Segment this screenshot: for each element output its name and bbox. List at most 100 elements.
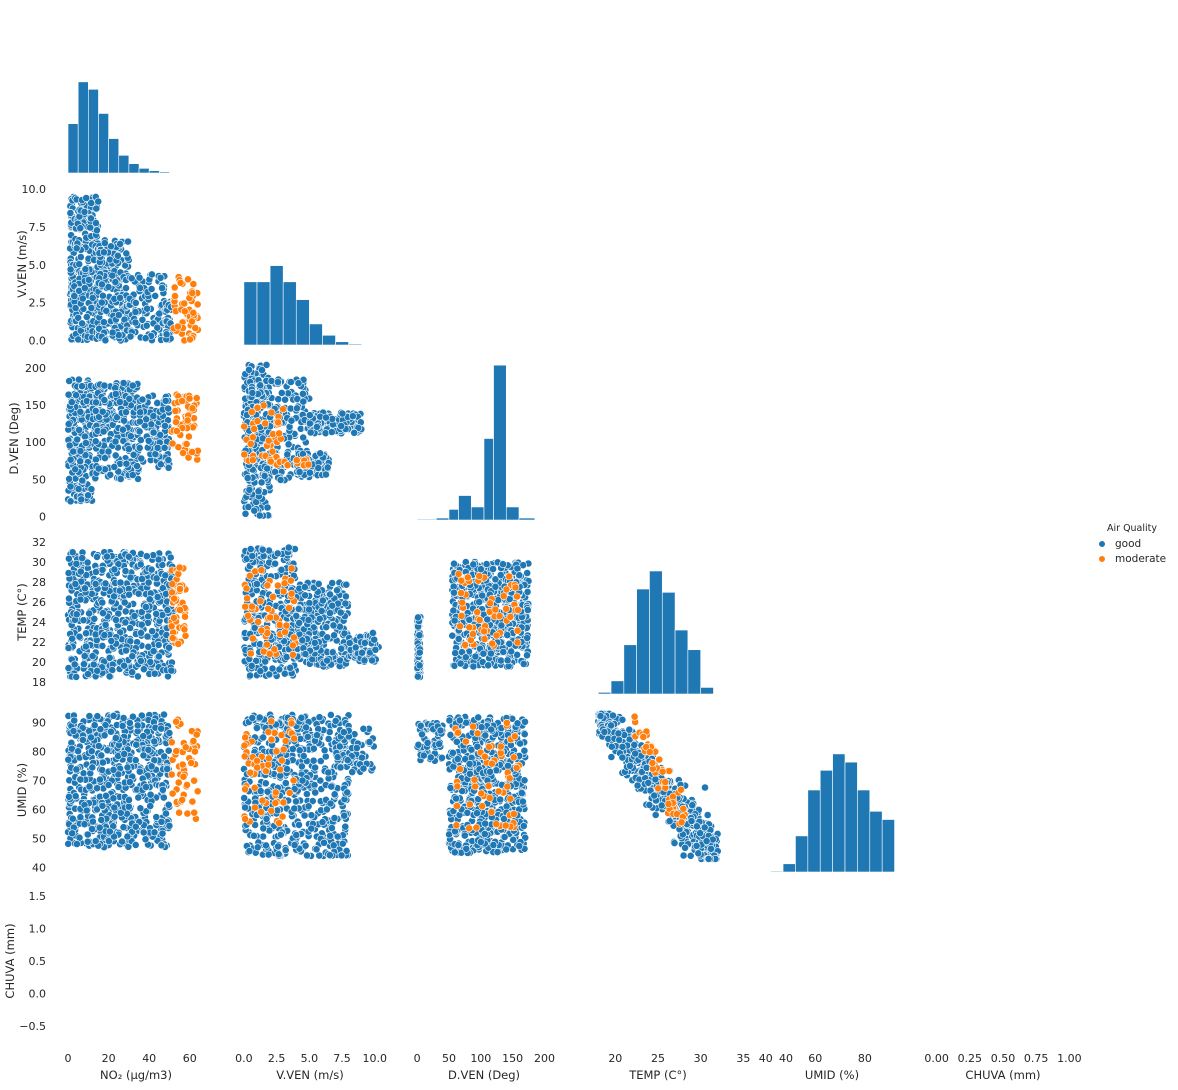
scatter-point-moderate	[172, 427, 181, 435]
scatter-point-good	[247, 661, 256, 670]
scatter-point-good	[68, 634, 77, 643]
scatter-point-good	[66, 455, 75, 464]
scatter-point-good	[157, 724, 166, 733]
scatter-point-good	[135, 273, 144, 282]
scatter-point-good	[92, 455, 100, 464]
scatter-point-good	[413, 672, 422, 681]
scatter-point-good	[415, 631, 424, 640]
scatter-point-good	[160, 710, 168, 719]
scatter-point-good	[328, 414, 337, 423]
scatter-point-moderate	[264, 604, 273, 613]
scatter-point-good	[298, 389, 307, 398]
scatter-point-good	[74, 335, 83, 344]
scatter-point-good	[72, 391, 80, 400]
scatter-point-moderate	[193, 300, 202, 309]
scatter-point-moderate	[248, 634, 257, 643]
histogram-bar	[483, 438, 494, 521]
scatter-point-good	[99, 758, 107, 767]
scatter-point-good	[345, 639, 354, 647]
scatter-point-good	[136, 560, 145, 569]
scatter-point-good	[327, 428, 336, 436]
scatter-point-moderate	[513, 592, 521, 601]
histogram-bar	[674, 629, 689, 695]
scatter-point-moderate	[513, 638, 522, 647]
scatter-point-moderate	[246, 439, 255, 448]
scatter-point-good	[256, 381, 265, 390]
scatter-point-moderate	[190, 808, 199, 817]
scatter-point-moderate	[286, 576, 295, 585]
scatter-point-good	[72, 610, 81, 619]
scatter-point-good	[65, 441, 74, 450]
scatter-point-good	[328, 579, 337, 587]
scatter-point-good	[274, 395, 283, 404]
scatter-point-good	[115, 586, 124, 595]
scatter-point-moderate	[240, 422, 249, 431]
scatter-point-moderate	[488, 639, 497, 648]
scatter-point-good	[298, 636, 307, 645]
scatter-point-good	[284, 543, 293, 552]
scatter-point-moderate	[475, 616, 484, 624]
scatter-point-moderate	[458, 598, 467, 607]
scatter-point-good	[131, 298, 140, 307]
scatter-point-good	[144, 745, 153, 754]
scatter-point-good	[144, 436, 153, 445]
scatter-point-moderate	[172, 747, 181, 755]
scatter-point-moderate	[180, 307, 189, 316]
scatter-point-good	[91, 437, 100, 446]
scatter-point-good	[147, 565, 156, 574]
scatter-point-good	[305, 419, 314, 428]
scatter-point-good	[483, 615, 492, 624]
scatter-point-good	[80, 660, 88, 669]
scatter-point-good	[164, 456, 173, 464]
scatter-point-moderate	[287, 564, 296, 573]
scatter-point-good	[88, 652, 97, 660]
scatter-point-good	[90, 721, 99, 730]
scatter-point-good	[314, 464, 323, 472]
scatter-point-good	[122, 646, 130, 655]
scatter-point-good	[96, 775, 104, 784]
scatter-point-good	[482, 560, 491, 568]
scatter-point-good	[123, 763, 132, 772]
scatter-point-good	[110, 462, 119, 471]
scatter-point-good	[136, 657, 145, 665]
scatter-point-good	[276, 475, 285, 484]
histogram-bar	[597, 692, 612, 695]
histogram-bar	[795, 835, 809, 873]
scatter-point-good	[162, 809, 170, 818]
scatter-point-good	[328, 648, 337, 657]
scatter-point-good	[141, 334, 150, 343]
scatter-point-moderate	[283, 461, 292, 470]
scatter-point-good	[487, 649, 495, 658]
scatter-point-moderate	[279, 587, 288, 596]
scatter-point-moderate	[254, 618, 262, 626]
scatter-point-good	[294, 379, 303, 388]
scatter-point-good	[87, 747, 96, 756]
scatter-point-moderate	[185, 394, 194, 403]
scatter-point-good	[160, 752, 169, 761]
scatter-point-moderate	[275, 621, 284, 629]
scatter-point-good	[82, 194, 91, 202]
scatter-point-moderate	[181, 631, 190, 640]
histogram-bar	[881, 819, 895, 873]
scatter-point-good	[76, 595, 85, 604]
scatter-point-good	[454, 635, 463, 643]
scatter-point-good	[98, 407, 107, 416]
scatter-point-good	[165, 821, 174, 830]
scatter-point-moderate	[181, 743, 190, 752]
scatter-point-good	[158, 284, 166, 292]
scatter-point-good	[74, 747, 82, 756]
scatter-point-good	[98, 801, 107, 810]
scatter-point-moderate	[170, 283, 179, 292]
scatter-point-good	[475, 598, 484, 606]
scatter-point-good	[116, 239, 124, 248]
scatter-point-good	[149, 412, 158, 420]
scatter-point-good	[66, 265, 75, 274]
scatter-point-good	[476, 565, 485, 574]
scatter-point-moderate	[183, 416, 192, 425]
scatter-point-good	[315, 614, 324, 623]
scatter-point-moderate	[240, 450, 249, 459]
scatter-point-good	[125, 719, 134, 727]
histogram-bar	[322, 334, 336, 346]
scatter-point-good	[99, 427, 108, 436]
scatter-no2-vs-umid	[64, 710, 202, 852]
